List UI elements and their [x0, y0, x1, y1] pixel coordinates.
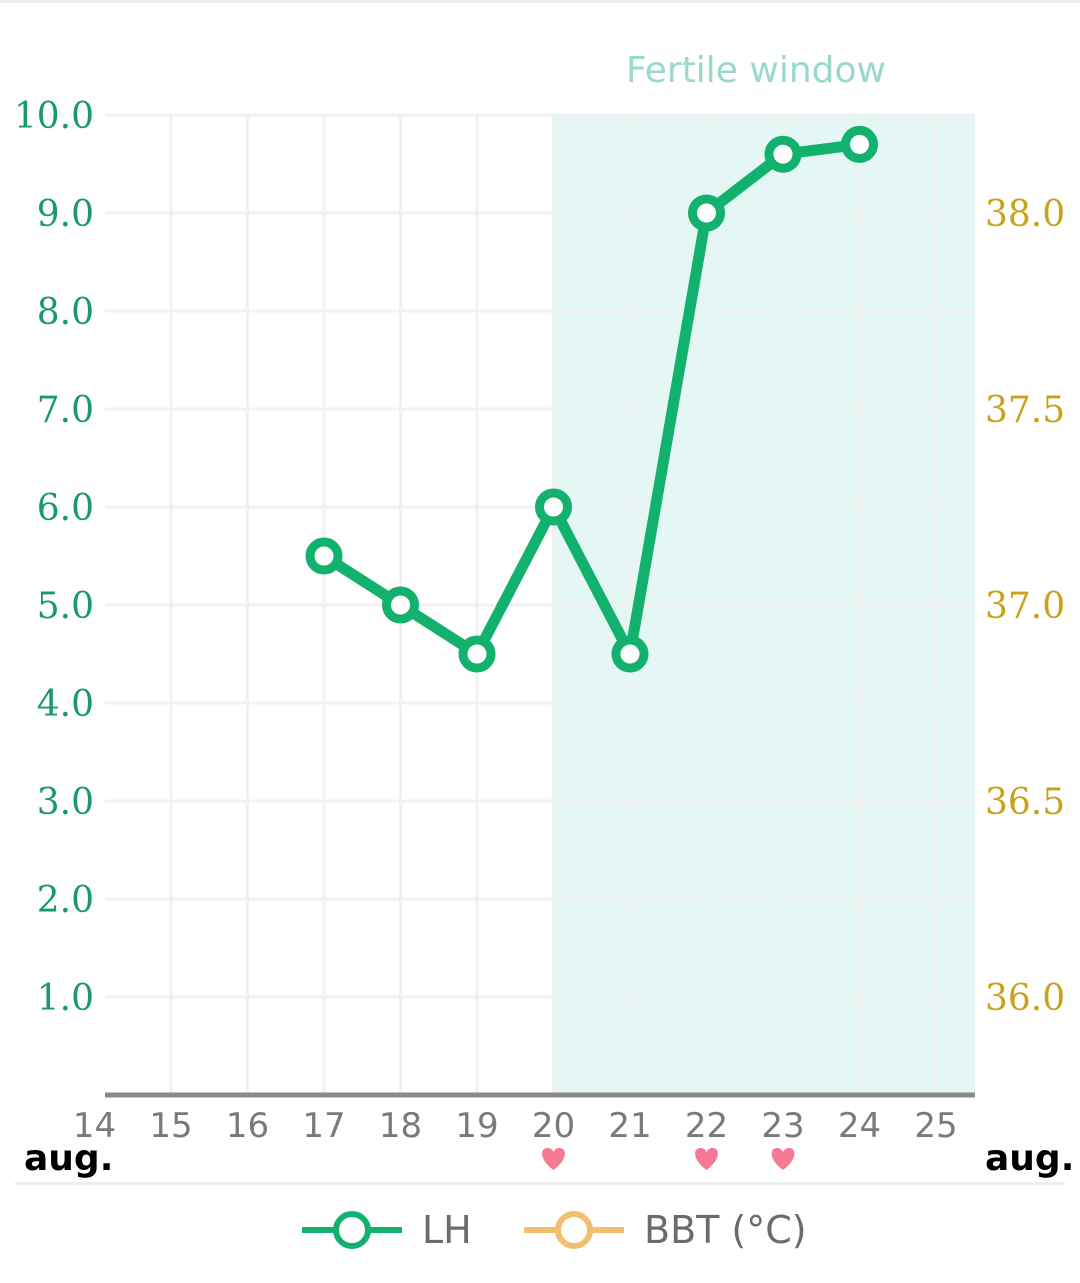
x-tick-label: 24	[838, 1106, 881, 1146]
month-label-left: aug.	[24, 1138, 114, 1179]
y-left-tick-label: 2.0	[37, 880, 94, 921]
x-tick-label: 23	[761, 1106, 804, 1146]
x-tick-label: 21	[608, 1106, 651, 1146]
y-left-tick-label: 10.0	[14, 96, 94, 137]
lh-legend-icon	[302, 1211, 402, 1249]
y-right-tick-label: 38.0	[985, 194, 1065, 235]
data-point-lh	[841, 125, 878, 163]
series-points	[305, 125, 878, 673]
legend-item-lh[interactable]: LH	[300, 1195, 472, 1265]
fertile-window-label: Fertile window	[626, 50, 886, 91]
heart-icon	[771, 1148, 795, 1170]
legend-divider	[15, 1182, 1065, 1185]
y-left-tick-label: 5.0	[37, 586, 94, 627]
y-right-tick-label: 36.5	[985, 782, 1065, 823]
y-right-tick-label: 37.5	[985, 390, 1065, 431]
data-point-lh	[458, 635, 496, 673]
heart-icon	[695, 1148, 718, 1170]
y-left-tick-label: 9.0	[37, 194, 94, 235]
y-left-tick-label: 3.0	[37, 782, 94, 823]
x-tick-label: 20	[532, 1106, 575, 1146]
x-tick-label: 25	[914, 1106, 957, 1146]
legend-label-lh: LH	[422, 1208, 472, 1252]
top-divider	[0, 0, 1080, 3]
data-point-lh	[611, 635, 649, 673]
y-right-tick-label: 36.0	[985, 978, 1065, 1019]
x-tick-label: 16	[226, 1106, 269, 1146]
intercourse-markers	[542, 1148, 795, 1170]
month-label-right: aug.	[985, 1138, 1075, 1179]
y-left-tick-label: 4.0	[37, 684, 94, 725]
data-point-lh	[382, 586, 419, 624]
legend-label-bbt: BBT (°C)	[644, 1208, 807, 1252]
x-tick-label: 19	[455, 1106, 498, 1146]
heart-icon	[542, 1148, 565, 1170]
left-y-axis: 1.0 2.0 3.0 4.0 5.0 6.0 7.0 8.0 9.0 10.0	[14, 96, 94, 1019]
y-left-tick-label: 1.0	[37, 978, 94, 1019]
x-tick-label: 22	[685, 1106, 728, 1146]
legend-item-bbt[interactable]: BBT (°C)	[522, 1195, 807, 1265]
horizontal-gridlines	[105, 113, 975, 999]
x-tick-label: 14	[73, 1106, 116, 1146]
data-point-lh	[688, 194, 725, 232]
lh-bbt-chart: 1.0 2.0 3.0 4.0 5.0 6.0 7.0 8.0 9.0 10.0 36.0 36.5…	[14, 96, 1065, 1170]
y-right-tick-label: 37.0	[985, 586, 1065, 627]
x-tick-label: 18	[379, 1106, 422, 1146]
y-left-tick-label: 7.0	[37, 390, 94, 431]
y-left-tick-label: 6.0	[37, 488, 94, 529]
data-point-lh	[535, 488, 572, 526]
y-left-tick-label: 8.0	[37, 292, 94, 333]
data-point-lh	[305, 537, 343, 575]
data-point-lh	[764, 135, 802, 173]
right-y-axis: 36.0 36.5 37.0 37.5 38.0	[985, 194, 1065, 1019]
x-axis: 14 15 16 17 18 19 20 21 22 23 24 25	[73, 1106, 958, 1146]
bbt-legend-icon	[524, 1211, 624, 1249]
x-tick-label: 15	[149, 1106, 192, 1146]
x-tick-label: 17	[302, 1106, 345, 1146]
